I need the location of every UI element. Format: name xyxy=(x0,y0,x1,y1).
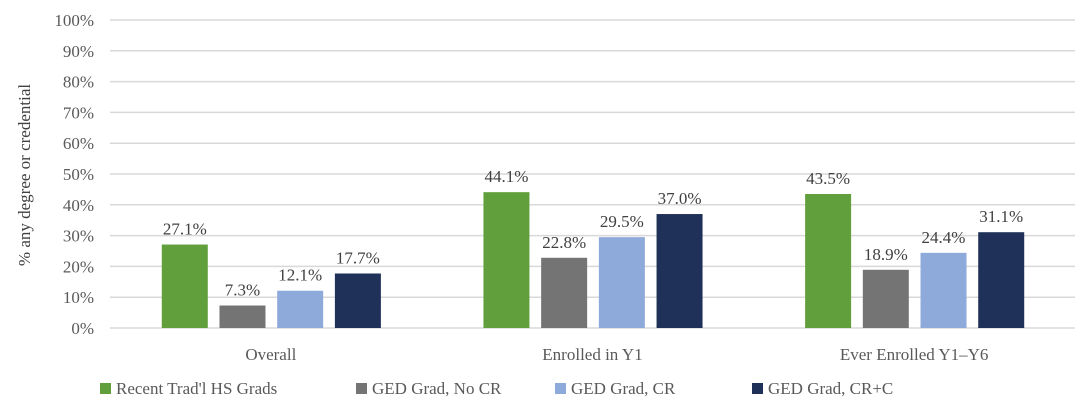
bars: 27.1% 7.3% 12.1% 17.7% 44.1% 22.8% 29.5% 37.0% 4… xyxy=(161,167,1025,328)
gridlines xyxy=(110,19,1075,329)
bar xyxy=(219,305,266,328)
y-tick-label: 40% xyxy=(63,196,94,215)
data-label: 12.1% xyxy=(278,266,322,285)
y-tick-label: 70% xyxy=(63,103,94,122)
data-label: 31.1% xyxy=(979,207,1023,226)
data-label: 18.9% xyxy=(864,245,908,264)
data-label: 17.7% xyxy=(336,248,380,267)
data-label: 29.5% xyxy=(600,212,644,231)
data-label: 44.1% xyxy=(484,167,528,186)
bar xyxy=(805,194,852,328)
bar xyxy=(277,290,324,328)
x-category-label: Enrolled in Y1 xyxy=(542,345,642,364)
y-tick-label: 50% xyxy=(63,165,94,184)
bar xyxy=(978,232,1025,328)
legend-swatch xyxy=(752,383,763,394)
data-label: 37.0% xyxy=(658,189,702,208)
y-tick-label: 60% xyxy=(63,134,94,153)
y-tick-label: 30% xyxy=(63,227,94,246)
y-tick-label: 10% xyxy=(63,288,94,307)
bar xyxy=(920,252,967,328)
x-category-label: Ever Enrolled Y1–Y6 xyxy=(840,345,989,364)
data-label: 22.8% xyxy=(542,233,586,252)
data-label: 7.3% xyxy=(225,281,260,300)
legend-swatch xyxy=(555,383,566,394)
legend-swatch xyxy=(100,383,111,394)
data-label: 27.1% xyxy=(163,220,207,239)
y-axis-label: % any degree or credential xyxy=(15,84,34,266)
x-axis-categories: Overall Enrolled in Y1 Ever Enrolled Y1–Y6 xyxy=(245,345,988,364)
y-axis-ticks: 0% 10% 20% 30% 40% 50% 60% 70% 80% 90% 100% xyxy=(54,11,94,338)
legend-label: GED Grad, CR xyxy=(571,379,676,398)
y-tick-label: 90% xyxy=(63,42,94,61)
bar xyxy=(334,273,381,328)
bar xyxy=(862,269,909,328)
y-tick-label: 0% xyxy=(71,319,94,338)
data-label: 24.4% xyxy=(922,228,966,247)
legend: Recent Trad'l HS Grads GED Grad, No CR GED… xyxy=(100,379,893,398)
legend-label: GED Grad, CR+C xyxy=(768,379,893,398)
legend-label: GED Grad, No CR xyxy=(372,379,502,398)
bar xyxy=(483,192,530,328)
y-tick-label: 100% xyxy=(54,11,94,30)
legend-swatch xyxy=(356,383,367,394)
data-label: 43.5% xyxy=(806,169,850,188)
bar xyxy=(541,257,588,328)
y-tick-label: 20% xyxy=(63,257,94,276)
y-tick-label: 80% xyxy=(63,73,94,92)
legend-label: Recent Trad'l HS Grads xyxy=(116,379,277,398)
bar xyxy=(656,214,703,328)
x-category-label: Overall xyxy=(245,345,296,364)
bar xyxy=(598,237,645,328)
bar xyxy=(161,244,208,328)
